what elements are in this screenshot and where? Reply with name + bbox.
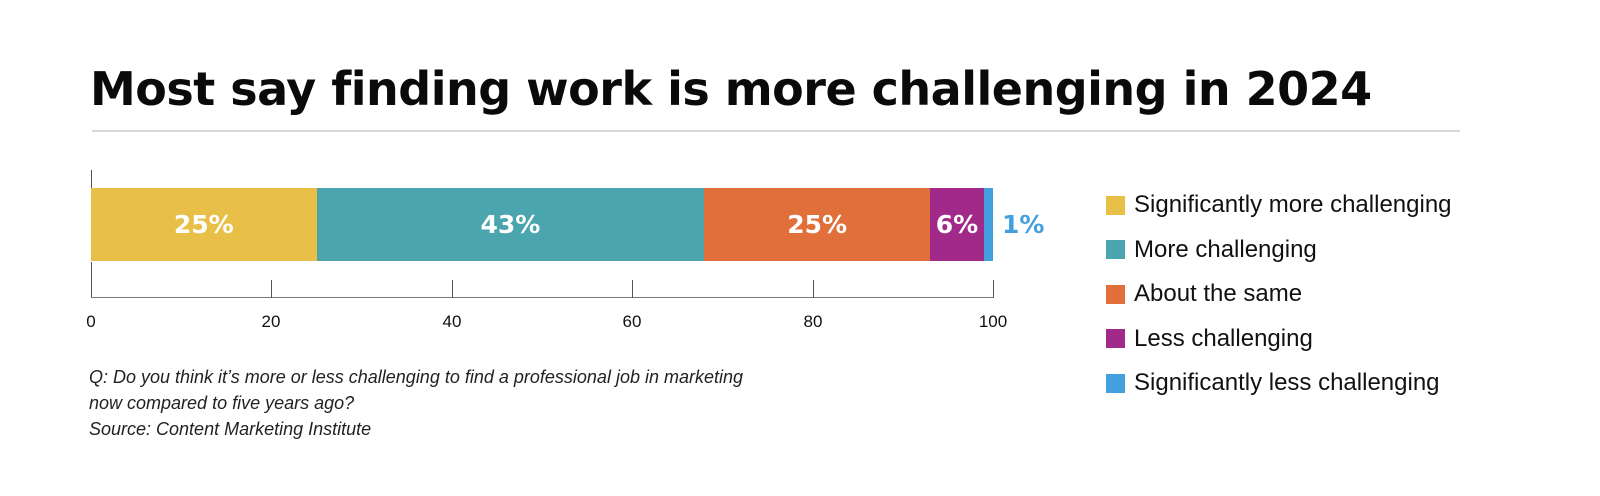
legend-item: Significantly less challenging <box>1106 361 1452 406</box>
legend-swatch <box>1106 240 1125 260</box>
legend-label: Significantly more challenging <box>1134 191 1452 219</box>
bar-segment-significantly-more: 25% <box>91 188 317 261</box>
stacked-bar: 25% 43% 25% 6% <box>91 188 993 261</box>
bar-segment-less: 6% <box>929 188 984 261</box>
legend-label: About the same <box>1134 280 1303 308</box>
legend-label: Less challenging <box>1134 324 1313 352</box>
legend-label: Significantly less challenging <box>1134 369 1440 397</box>
segment-label: 6% <box>935 210 979 239</box>
x-tick <box>271 280 272 298</box>
question-text-line2: now compared to five years ago? <box>89 393 355 413</box>
segment-label: 43% <box>480 210 541 239</box>
legend-label: More challenging <box>1134 235 1317 263</box>
plot-area: 25% 43% 25% 6% 1% 0 20 40 60 80 100 <box>86 170 1044 331</box>
legend-item: Significantly more challenging <box>1106 183 1452 228</box>
y-axis-line-top <box>91 170 92 188</box>
x-axis-line <box>91 297 994 298</box>
legend-item: More challenging <box>1106 228 1452 273</box>
chart-footnote: Q: Do you think it’s more or less challe… <box>89 364 743 442</box>
x-tick <box>452 280 453 298</box>
legend-swatch <box>1106 195 1125 215</box>
segment-label: 25% <box>173 210 234 239</box>
x-tick-label: 60 <box>622 312 642 331</box>
title-divider <box>92 130 1460 132</box>
legend: Significantly more challenging More chal… <box>1106 183 1452 406</box>
x-tick <box>813 280 814 298</box>
legend-swatch <box>1106 329 1125 349</box>
x-tick <box>993 280 994 298</box>
x-tick-label: 0 <box>86 312 96 331</box>
bar-segment-significantly-less <box>983 188 993 261</box>
legend-swatch <box>1106 373 1125 393</box>
segment-label: 25% <box>787 210 848 239</box>
x-tick <box>632 280 633 298</box>
x-tick-label: 100 <box>978 312 1008 331</box>
segment-label-outside: 1% <box>1002 210 1045 239</box>
bar-segment-more: 43% <box>316 188 705 261</box>
legend-item: Less challenging <box>1106 317 1452 362</box>
x-tick-label: 20 <box>261 312 281 331</box>
source-text: Source: Content Marketing Institute <box>89 419 372 439</box>
chart-title: Most say finding work is more challengin… <box>90 62 1372 116</box>
y-axis-line-bottom <box>91 262 92 298</box>
legend-item: About the same <box>1106 272 1452 317</box>
bar-segment-about-same: 25% <box>704 188 930 261</box>
question-text-line1: Q: Do you think it’s more or less challe… <box>89 367 744 387</box>
x-tick-label: 80 <box>803 312 823 331</box>
legend-swatch <box>1106 284 1125 304</box>
x-tick-label: 40 <box>442 312 462 331</box>
